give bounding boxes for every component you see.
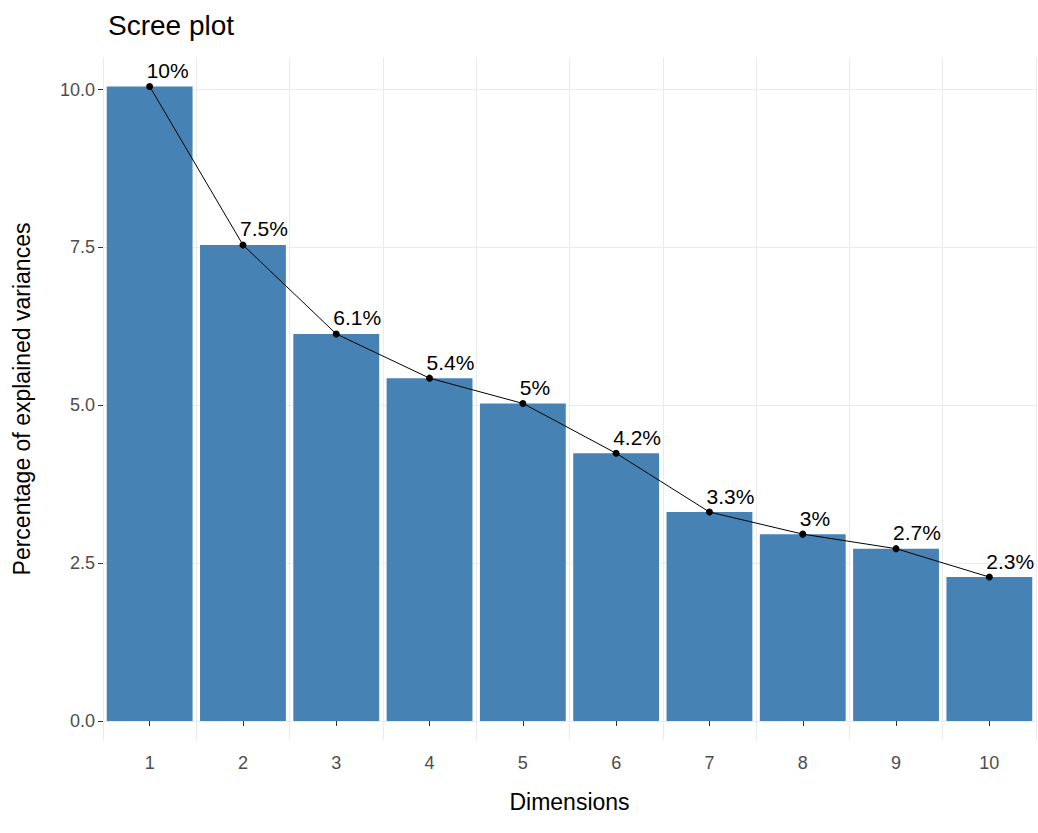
- svg-text:5.4%: 5.4%: [427, 351, 475, 374]
- svg-text:2.3%: 2.3%: [986, 550, 1034, 573]
- svg-text:10: 10: [979, 753, 999, 773]
- svg-text:3.3%: 3.3%: [706, 485, 754, 508]
- svg-text:4.2%: 4.2%: [613, 426, 661, 449]
- svg-text:2: 2: [238, 753, 248, 773]
- svg-text:Scree plot: Scree plot: [108, 10, 234, 41]
- svg-text:5.0: 5.0: [70, 395, 95, 415]
- svg-text:2.5: 2.5: [70, 553, 95, 573]
- svg-text:4: 4: [425, 753, 435, 773]
- svg-text:1: 1: [145, 753, 155, 773]
- svg-text:9: 9: [891, 753, 901, 773]
- svg-text:5%: 5%: [520, 376, 550, 399]
- svg-text:Percentage of explained varian: Percentage of explained variances: [9, 223, 35, 576]
- svg-text:2.7%: 2.7%: [893, 521, 941, 544]
- svg-text:8: 8: [798, 753, 808, 773]
- svg-text:10%: 10%: [147, 59, 189, 82]
- svg-text:7: 7: [704, 753, 714, 773]
- svg-text:Dimensions: Dimensions: [509, 789, 629, 815]
- svg-text:6.1%: 6.1%: [333, 306, 381, 329]
- svg-text:7.5%: 7.5%: [240, 217, 288, 240]
- svg-text:0.0: 0.0: [70, 711, 95, 731]
- svg-text:6: 6: [611, 753, 621, 773]
- svg-text:3%: 3%: [800, 507, 830, 530]
- svg-text:3: 3: [331, 753, 341, 773]
- svg-text:5: 5: [518, 753, 528, 773]
- svg-text:10.0: 10.0: [60, 80, 95, 100]
- svg-text:7.5: 7.5: [70, 237, 95, 257]
